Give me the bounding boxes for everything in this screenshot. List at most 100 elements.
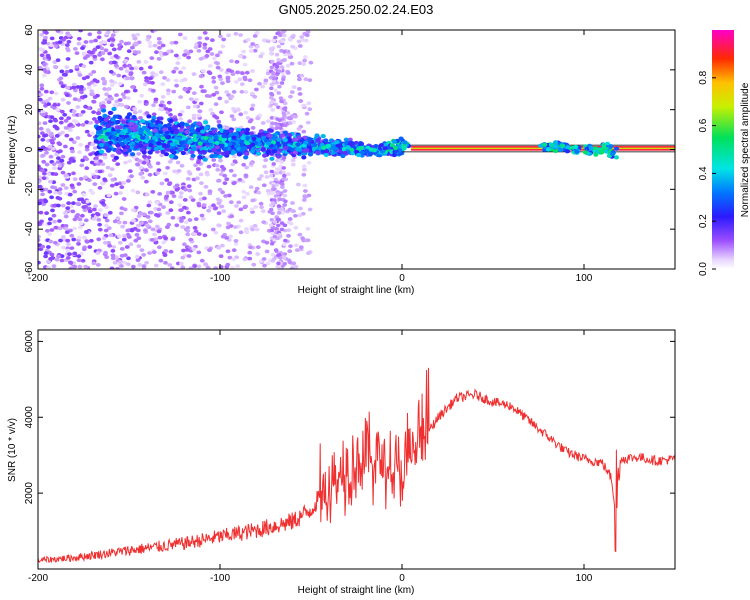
spectrogram-cell bbox=[106, 226, 112, 231]
spectrogram-cell bbox=[44, 211, 49, 216]
spectrogram-cell bbox=[141, 70, 147, 75]
spectrogram-cell bbox=[223, 194, 229, 198]
spectrogram-cell bbox=[239, 139, 245, 144]
spectrogram-cell bbox=[391, 152, 397, 158]
spectrogram-cell bbox=[233, 239, 239, 243]
spectrogram-cell bbox=[231, 135, 237, 140]
spectrogram-cell bbox=[198, 101, 204, 106]
spectrogram-cell bbox=[185, 226, 191, 230]
spectrogram-cell bbox=[290, 201, 295, 205]
spectrogram-cell bbox=[96, 217, 102, 222]
spectrogram-cell bbox=[40, 168, 45, 173]
spectrogram-cell bbox=[293, 264, 299, 269]
spectrogram-cell bbox=[156, 229, 162, 234]
spectrogram-cell bbox=[135, 190, 141, 195]
spectrogram-cell bbox=[53, 240, 58, 245]
spectrogram-cell bbox=[101, 108, 107, 113]
spectrogram-cell bbox=[66, 39, 72, 44]
spectrogram-cell bbox=[165, 211, 171, 215]
spectrogram-cell bbox=[68, 69, 74, 73]
spectrogram-cell bbox=[297, 92, 303, 96]
spectrogram-cell bbox=[139, 221, 144, 226]
spectrogram-cell bbox=[371, 148, 378, 153]
spectrogram-cell bbox=[52, 219, 57, 224]
spectrogram-cell bbox=[80, 258, 86, 263]
spectrogram-cell bbox=[81, 76, 87, 81]
spectrogram-cell bbox=[73, 47, 78, 51]
spectrogram-cell bbox=[134, 232, 140, 237]
spectrogram-cell bbox=[201, 203, 207, 207]
spectrogram-cell bbox=[52, 203, 57, 208]
spectrogram-cell bbox=[269, 218, 274, 222]
spectrogram-cell bbox=[226, 68, 231, 72]
spectrogram-cell bbox=[273, 248, 279, 252]
spectrogram-cell bbox=[279, 221, 285, 225]
spectrogram-cell bbox=[197, 141, 203, 146]
spectrogram-cell bbox=[207, 189, 213, 194]
spectrogram-cell bbox=[199, 213, 205, 218]
spectrogram-cell bbox=[200, 89, 206, 94]
spectrogram-cell bbox=[289, 90, 295, 94]
spectrogram-cell bbox=[199, 125, 205, 131]
spectrogram-cell bbox=[131, 208, 136, 213]
spectrogram-cell bbox=[233, 241, 239, 246]
spectrogram-cell bbox=[573, 144, 579, 149]
spectrogram-cell bbox=[71, 85, 76, 90]
spectrogram-cell bbox=[65, 46, 70, 51]
spectrogram-cell bbox=[144, 192, 150, 197]
spectrogram-cell bbox=[82, 208, 88, 213]
spectrogram-cell bbox=[257, 113, 263, 118]
spectrogram-cell bbox=[296, 127, 302, 131]
spectrogram-cell bbox=[119, 39, 124, 44]
spectrogram-cell bbox=[100, 76, 106, 81]
spectrogram-cell bbox=[282, 123, 288, 128]
spectrogram-cell bbox=[60, 170, 66, 175]
spectrogram-cell bbox=[46, 245, 51, 249]
spectrogram-cell bbox=[64, 133, 70, 138]
spectrogram-cell bbox=[211, 79, 217, 84]
spectrogram-cell bbox=[184, 248, 190, 252]
spectrogram-cell bbox=[138, 165, 144, 170]
spectrogram-cell bbox=[173, 66, 179, 71]
spectrogram-cell bbox=[242, 62, 248, 67]
spectrogram-cell bbox=[91, 217, 97, 221]
spectrogram-cell bbox=[225, 79, 231, 84]
spectrogram-cell bbox=[42, 73, 47, 78]
spectrogram-cell bbox=[83, 264, 89, 269]
spectrogram-cell bbox=[212, 114, 218, 118]
spectrogram-cell bbox=[159, 181, 165, 186]
spectrogram-cell bbox=[129, 76, 135, 81]
spectrogram-cell bbox=[143, 120, 149, 125]
spectrogram-cell bbox=[222, 181, 228, 186]
spectrogram-cell bbox=[278, 33, 283, 38]
spectrogram-cell bbox=[298, 245, 304, 250]
spectrogram-cell bbox=[187, 218, 193, 222]
spectrogram-cell bbox=[65, 57, 71, 61]
spectrogram-cell bbox=[180, 150, 186, 156]
spectrogram-cell bbox=[85, 199, 90, 204]
spectrogram-cell bbox=[64, 65, 70, 70]
spectrogram-cell bbox=[110, 253, 116, 258]
spectrogram-cell bbox=[39, 188, 45, 193]
spectrogram-cell bbox=[163, 249, 169, 253]
spectrogram-cell bbox=[197, 109, 203, 114]
spectrogram-cell bbox=[276, 91, 281, 95]
spectrogram-cell bbox=[210, 227, 216, 232]
spectrogram-cell bbox=[173, 130, 179, 135]
spectrogram-cell bbox=[230, 162, 236, 167]
spectrogram-cell bbox=[215, 53, 220, 58]
spectrogram-cell bbox=[94, 156, 99, 161]
spectrogram-cell bbox=[297, 61, 303, 66]
spectrogram-cell bbox=[192, 104, 198, 109]
spectrogram-cell bbox=[545, 147, 552, 152]
spectrogram-cell bbox=[56, 203, 61, 208]
snr-series-line bbox=[38, 367, 675, 564]
spectrogram-cell bbox=[270, 241, 275, 246]
spectrogram-cell bbox=[542, 147, 548, 152]
spectrogram-cell bbox=[122, 95, 127, 100]
spectrogram-cell bbox=[276, 137, 282, 142]
spectrogram-cell bbox=[131, 264, 136, 269]
spectrogram-cell bbox=[48, 239, 54, 244]
spectrogram-cell bbox=[65, 256, 71, 260]
